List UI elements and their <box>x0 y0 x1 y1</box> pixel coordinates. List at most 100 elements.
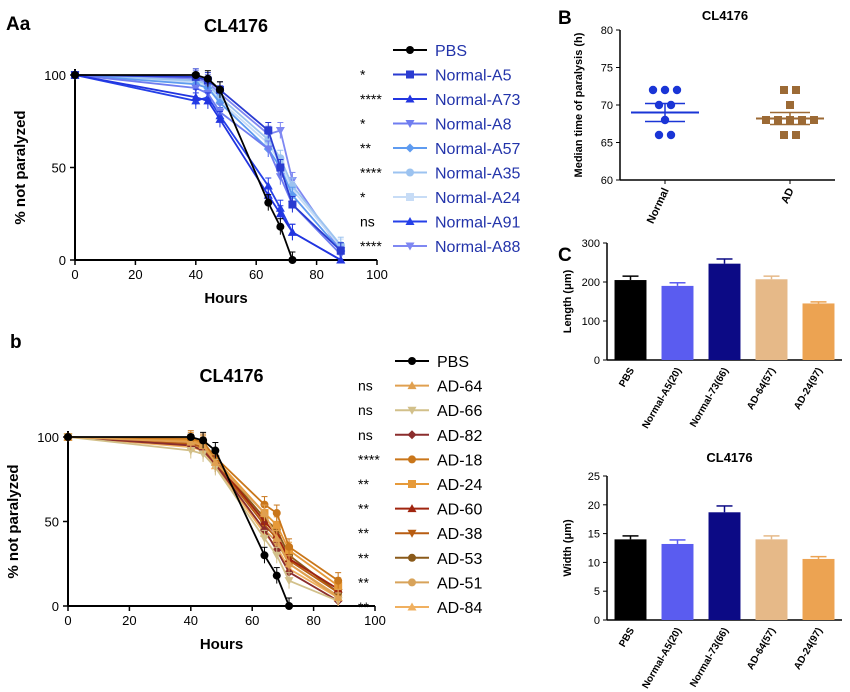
data-point-Normal-A88 <box>275 127 285 135</box>
data-point-Normal-A73 <box>287 227 297 236</box>
significance-label: ns <box>358 402 373 418</box>
y-tick-label: 25 <box>588 471 600 483</box>
x-tick-label: PBS <box>617 626 637 650</box>
chart-survival-ad: CL4176 0 20 40 60 80 100 0 50 100 Hours % not paral… <box>5 354 482 653</box>
chart-title: CL4176 <box>706 235 752 238</box>
x-tick-label: 40 <box>189 267 203 282</box>
chart-survival-normal: CL4176 0 20 40 60 80 100 0 50 100 Hours % not paral… <box>12 16 520 307</box>
chart-title: CL4176 <box>706 450 752 465</box>
data-point-Normal-A5 <box>276 163 285 172</box>
significance-label: **** <box>360 91 382 107</box>
bar-AD-64(57) <box>755 279 788 360</box>
legend-marker <box>408 578 416 587</box>
data-point-Normal-A35 <box>288 182 297 190</box>
data-point-AD-66 <box>284 577 294 586</box>
legend-marker <box>408 455 416 464</box>
x-axis-label: Hours <box>200 636 243 653</box>
significance-label: **** <box>360 238 382 254</box>
data-point-PBS <box>211 446 220 455</box>
data-point-PBS <box>191 71 200 79</box>
legend-marker <box>405 217 415 225</box>
legend-marker <box>408 480 416 488</box>
legend-marker <box>406 46 414 54</box>
y-tick-label: 0 <box>52 599 59 614</box>
data-point-AD <box>798 116 806 124</box>
data-point-Normal-A73 <box>215 114 225 123</box>
data-point-AD-64 <box>284 559 294 568</box>
data-point-Normal-A8 <box>263 145 273 154</box>
x-tick-label: 100 <box>364 613 386 628</box>
legend-label: Normal-A8 <box>435 117 512 134</box>
legend-label: Normal-A57 <box>435 141 520 158</box>
significance-label: * <box>360 67 366 83</box>
significance-label: ** <box>358 476 369 492</box>
significance-label: **** <box>358 451 380 467</box>
x-tick-label: 0 <box>71 267 78 282</box>
y-tick-label: 75 <box>601 63 613 75</box>
bar-Normal-73(66) <box>708 263 741 360</box>
significance-label: * <box>360 189 366 205</box>
x-axis-label: Hours <box>204 290 247 307</box>
data-point-Normal <box>654 130 664 140</box>
data-point-PBS <box>288 256 297 264</box>
data-point-Normal-A5 <box>336 246 345 255</box>
legend-marker <box>405 143 415 153</box>
x-tick-label: 20 <box>128 267 142 282</box>
data-point-PBS <box>203 74 212 83</box>
data-point-Normal <box>660 85 670 95</box>
legend-label: Normal-A35 <box>435 166 520 183</box>
data-point-AD-64 <box>210 457 220 466</box>
data-point-Normal-A73 <box>191 92 201 101</box>
legend-marker <box>406 193 414 201</box>
data-point-AD-24 <box>272 520 281 529</box>
x-tick-label: 20 <box>122 613 136 628</box>
data-point-AD <box>810 116 818 124</box>
bar-AD-24(97) <box>802 303 835 360</box>
bar-Normal-A5(20) <box>661 285 694 360</box>
y-tick-label: 0 <box>594 615 600 627</box>
significance-label: ** <box>358 550 369 566</box>
data-point-AD-64 <box>259 508 269 517</box>
data-point-Normal <box>648 85 658 95</box>
data-point-Normal-A73 <box>336 255 346 264</box>
legend-label: Normal-A24 <box>435 190 520 207</box>
data-point-AD <box>780 131 788 139</box>
legend-marker <box>406 168 414 177</box>
data-point-AD <box>786 101 794 109</box>
y-tick-label: 65 <box>601 138 613 150</box>
x-tick-label: AD-64(57) <box>745 366 778 412</box>
legend-marker <box>408 553 416 562</box>
data-point-AD-64 <box>333 593 343 602</box>
legend-marker <box>406 70 414 79</box>
x-tick-label: 80 <box>309 267 323 282</box>
data-point-AD <box>762 116 770 124</box>
legend-marker <box>408 357 416 365</box>
legend-label: Normal-A73 <box>435 92 520 109</box>
chart-title: CL4176 <box>204 16 268 36</box>
y-tick-label: 5 <box>594 586 600 598</box>
bar-AD-64(57) <box>755 539 788 620</box>
significance-label: * <box>360 116 366 132</box>
significance-label: ** <box>358 599 369 615</box>
data-point-PBS <box>285 602 294 610</box>
data-point-AD-18 <box>285 542 294 551</box>
x-tick-label: Normal-A5(20) <box>640 366 684 431</box>
data-point-PBS <box>260 551 269 560</box>
data-point-AD-64 <box>272 533 282 542</box>
legend-label: AD-66 <box>437 403 482 420</box>
y-tick-label: 10 <box>588 557 600 569</box>
data-point-AD-18 <box>272 509 281 518</box>
x-tick-label: 40 <box>184 613 198 628</box>
x-tick-label: PBS <box>617 366 637 390</box>
legend-marker <box>407 602 417 611</box>
data-point-AD-66 <box>259 534 269 543</box>
legend-label: AD-60 <box>437 502 482 519</box>
significance-label: ns <box>358 378 373 394</box>
x-tick-label: 60 <box>245 613 259 628</box>
legend-label: AD-24 <box>437 477 482 494</box>
y-tick-label: 0 <box>594 355 600 367</box>
y-axis-label: % not paralyzed <box>5 464 22 578</box>
x-tick-label: 60 <box>249 267 263 282</box>
y-tick-label: 0 <box>59 253 66 268</box>
x-tick-label: AD-24(97) <box>792 626 825 672</box>
